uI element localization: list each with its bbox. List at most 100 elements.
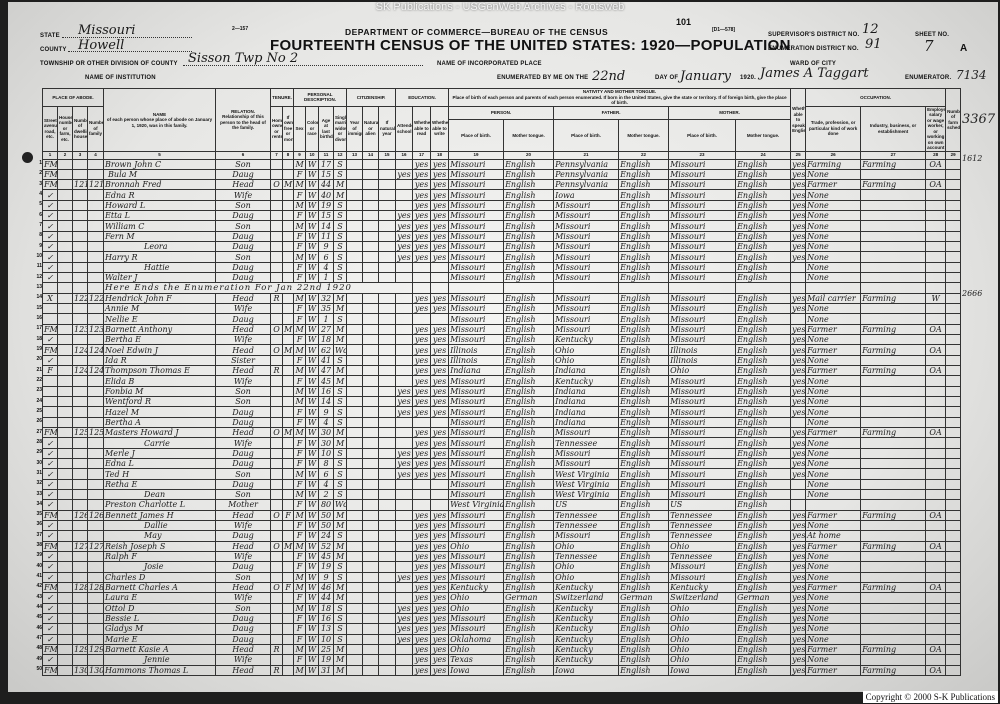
column-number: 18 bbox=[430, 150, 450, 160]
cell-tg: English bbox=[735, 261, 792, 274]
cell-ind bbox=[860, 623, 927, 635]
column-number: 2 bbox=[57, 150, 73, 160]
line-number: 50 bbox=[36, 666, 42, 673]
cell-rel: Mother bbox=[215, 499, 272, 511]
cell-age: 19 bbox=[318, 561, 335, 573]
cell-mtg bbox=[282, 643, 295, 656]
empty-cell bbox=[362, 664, 380, 676]
cell-race: W bbox=[305, 664, 320, 676]
cell-fam bbox=[86, 550, 105, 563]
cell-bp: Missouri bbox=[448, 561, 505, 573]
cell-occ: None bbox=[805, 488, 862, 501]
header-family: Number of family bbox=[86, 105, 105, 152]
cell-sch: yes bbox=[395, 210, 414, 222]
cell-rd: yes bbox=[412, 303, 432, 315]
cell-mbp: Missouri bbox=[668, 189, 737, 201]
cell-bp: Missouri bbox=[448, 396, 505, 408]
cell-ind bbox=[860, 251, 927, 263]
cell-cls bbox=[925, 519, 947, 532]
ward-label: WARD OF CITY bbox=[790, 61, 837, 67]
cell-own bbox=[270, 272, 284, 284]
empty-cell bbox=[57, 313, 73, 325]
cell-code: ✓ bbox=[42, 230, 58, 243]
cell-rel: Wife bbox=[215, 189, 272, 201]
empty-cell bbox=[945, 592, 962, 604]
cell-rel: Daug bbox=[215, 478, 272, 491]
cell-mar: S bbox=[333, 561, 348, 573]
line-number: 45 bbox=[36, 614, 42, 621]
cell-rd: yes bbox=[412, 158, 432, 170]
cell-name: Harry R bbox=[103, 251, 217, 263]
cell-fbp: Pennsylvania bbox=[553, 179, 620, 191]
cell-dw bbox=[72, 354, 88, 367]
cell-mtg bbox=[282, 478, 295, 491]
cell-sp: yes bbox=[790, 561, 807, 573]
column-number: 19 bbox=[448, 150, 505, 160]
line-number: 37 bbox=[36, 531, 42, 538]
cell-fam bbox=[86, 158, 105, 170]
cell-rd: yes bbox=[412, 540, 432, 552]
cell-wr: yes bbox=[430, 365, 450, 377]
cell-own bbox=[270, 612, 284, 625]
line-number: 7 bbox=[39, 221, 42, 228]
empty-cell bbox=[362, 168, 380, 181]
cell-tg: English bbox=[618, 396, 670, 408]
empty-cell bbox=[57, 416, 73, 429]
cell-fam bbox=[86, 602, 105, 614]
cell-wr bbox=[430, 478, 450, 491]
empty-cell bbox=[378, 581, 397, 594]
empty-cell bbox=[362, 354, 380, 367]
cell-name: Bula M bbox=[103, 168, 217, 181]
cell-age: 44 bbox=[318, 592, 335, 604]
cell-mbp: Missouri bbox=[668, 447, 737, 460]
cell-rd: yes bbox=[412, 561, 432, 573]
line-number: 48 bbox=[36, 645, 42, 652]
cell-dw bbox=[72, 571, 88, 583]
cell-fam bbox=[86, 447, 105, 460]
cell-cls bbox=[925, 602, 947, 614]
cell-cls bbox=[925, 272, 947, 284]
cell-ind bbox=[860, 633, 927, 645]
cell-dw bbox=[72, 488, 88, 501]
empty-cell bbox=[362, 303, 380, 315]
line-number: 6 bbox=[39, 211, 42, 218]
column-number: 25 bbox=[790, 150, 807, 160]
cell-tg: English bbox=[735, 313, 792, 325]
cell-age: 9 bbox=[318, 241, 335, 253]
cell-tg: English bbox=[618, 437, 670, 449]
empty-cell bbox=[378, 478, 397, 491]
cell-mar: S bbox=[333, 447, 348, 460]
column-number: 20 bbox=[503, 150, 555, 160]
empty-cell bbox=[346, 365, 364, 377]
cell-tg: English bbox=[503, 437, 555, 449]
cell-bp: Ohio bbox=[448, 643, 505, 656]
cell-code: FM bbox=[42, 323, 58, 336]
cell-mar: S bbox=[333, 396, 348, 408]
cell-dw bbox=[72, 220, 88, 232]
cell-ind bbox=[860, 406, 927, 418]
cell-ind bbox=[860, 199, 927, 212]
cell-name: Hendrick John F bbox=[103, 292, 217, 305]
cell-rel: Head bbox=[215, 292, 272, 305]
cell-ind: Farming bbox=[860, 323, 927, 336]
header-father: FATHER. bbox=[553, 105, 670, 120]
cell-sex: F bbox=[293, 168, 307, 181]
cell-tg: English bbox=[735, 292, 792, 305]
empty-cell bbox=[346, 654, 364, 666]
cell-sex: F bbox=[293, 210, 307, 222]
cell-dw bbox=[72, 612, 88, 625]
cell-bp: Missouri bbox=[448, 488, 505, 501]
cell-code bbox=[42, 385, 58, 398]
cell-name: Noel Edwin J bbox=[103, 344, 217, 356]
cell-mar: S bbox=[333, 633, 348, 645]
enumeration-district-value: 91 bbox=[865, 37, 882, 52]
empty-cell bbox=[378, 313, 397, 325]
cell-rel: Daug bbox=[215, 416, 272, 429]
cell-mar: S bbox=[333, 241, 348, 253]
header-immigration: Year of immigration bbox=[346, 105, 364, 152]
header-person-birthplace: Place of birth. bbox=[448, 119, 505, 152]
cell-sch bbox=[395, 488, 414, 501]
empty-cell bbox=[945, 365, 962, 377]
empty-cell bbox=[346, 643, 364, 656]
